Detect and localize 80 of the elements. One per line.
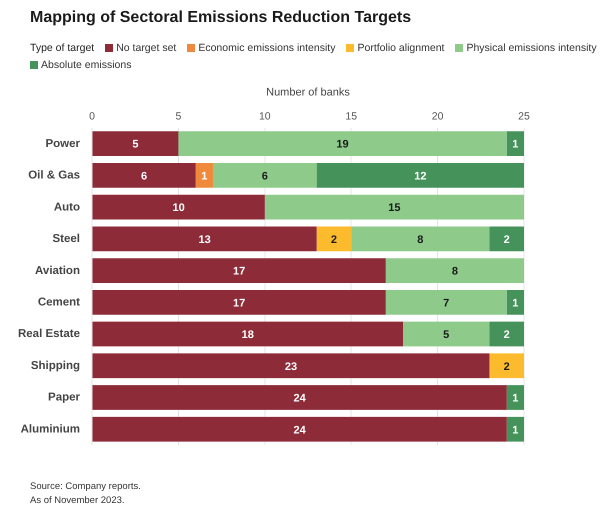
source-note: Source: Company reports.	[30, 480, 141, 494]
data-label: 2	[504, 234, 510, 246]
data-label: 17	[233, 297, 246, 310]
bar	[92, 385, 507, 410]
y-tick-label: Cement	[38, 296, 80, 308]
data-label: 10	[172, 202, 185, 214]
bar	[489, 226, 524, 252]
legend-label: Economic emissions intensity	[197, 42, 336, 54]
data-label: 2	[504, 329, 510, 342]
data-label: 1	[512, 297, 518, 310]
y-tick-label: Power	[45, 138, 81, 150]
data-label: 7	[443, 297, 450, 310]
bar	[92, 290, 386, 315]
bar	[92, 322, 404, 346]
bar	[316, 226, 352, 252]
data-label: 5	[132, 138, 139, 151]
bar	[92, 353, 490, 378]
data-label: 18	[242, 329, 254, 342]
bar	[489, 353, 524, 378]
data-label: 19	[336, 138, 349, 151]
y-tick-label: Auto	[54, 201, 80, 214]
x-tick-label: 0	[89, 110, 96, 122]
y-tick-label: Oil & Gas	[28, 170, 80, 182]
bar	[351, 226, 490, 252]
x-tick-label: 20	[432, 110, 444, 122]
bar	[506, 290, 524, 315]
x-tick-label: 10	[258, 110, 271, 122]
chart-title: Mapping of Sectoral Emissions Reduction Targets	[30, 9, 412, 27]
bar	[403, 322, 490, 346]
text: As of November 2023.	[30, 494, 126, 508]
bar	[92, 194, 265, 220]
x-tick-label: 25	[518, 110, 530, 122]
data-label: 8	[417, 234, 424, 246]
bar	[178, 131, 507, 156]
data-label: 1	[512, 392, 518, 405]
legend-title: Type of target	[30, 42, 94, 54]
y-tick-label: Aluminium	[20, 423, 80, 436]
legend-label: Absolute emissions	[40, 59, 132, 71]
data-label: 17	[233, 266, 246, 278]
bar	[386, 258, 524, 283]
y-tick-label: Shipping	[30, 360, 80, 372]
y-tick-label: Paper	[48, 392, 81, 404]
data-label: 2	[330, 234, 337, 246]
data-label: 24	[293, 424, 307, 436]
bar	[506, 385, 524, 410]
bar	[92, 163, 196, 188]
data-label: 23	[284, 360, 298, 373]
bar	[92, 226, 317, 252]
bar	[92, 416, 507, 442]
bar	[489, 322, 524, 346]
bar	[264, 194, 524, 220]
data-label: 24	[293, 392, 307, 405]
bar	[506, 131, 524, 156]
bar	[92, 131, 178, 156]
data-label: 15	[388, 202, 401, 214]
y-tick-label: Steel	[52, 233, 80, 246]
data-label: 1	[512, 138, 518, 151]
bar	[316, 163, 524, 188]
legend-label: Physical emissions intensity	[465, 42, 597, 54]
data-label: 1	[512, 424, 518, 436]
bar	[92, 258, 386, 283]
bar	[386, 290, 507, 315]
data-label: 13	[198, 234, 211, 246]
data-label: 1	[201, 170, 208, 182]
data-label: 6	[262, 170, 268, 182]
data-label: 2	[504, 360, 510, 373]
bar	[212, 163, 317, 188]
data-label: 8	[452, 266, 458, 278]
x-tick-label: 15	[345, 110, 358, 122]
bar	[196, 163, 213, 188]
data-label: 6	[141, 170, 148, 182]
y-tick-label: Aviation	[35, 264, 80, 277]
y-tick-label: Real Estate	[18, 328, 80, 340]
data-label: 12	[414, 170, 426, 182]
legend-label: No target set	[115, 42, 176, 54]
x-axis-title: Number of banks	[266, 86, 350, 99]
legend-label: Portfolio alignment	[356, 42, 444, 54]
x-tick-label: 5	[175, 110, 182, 122]
data-label: 5	[443, 329, 450, 342]
bar	[506, 416, 524, 442]
